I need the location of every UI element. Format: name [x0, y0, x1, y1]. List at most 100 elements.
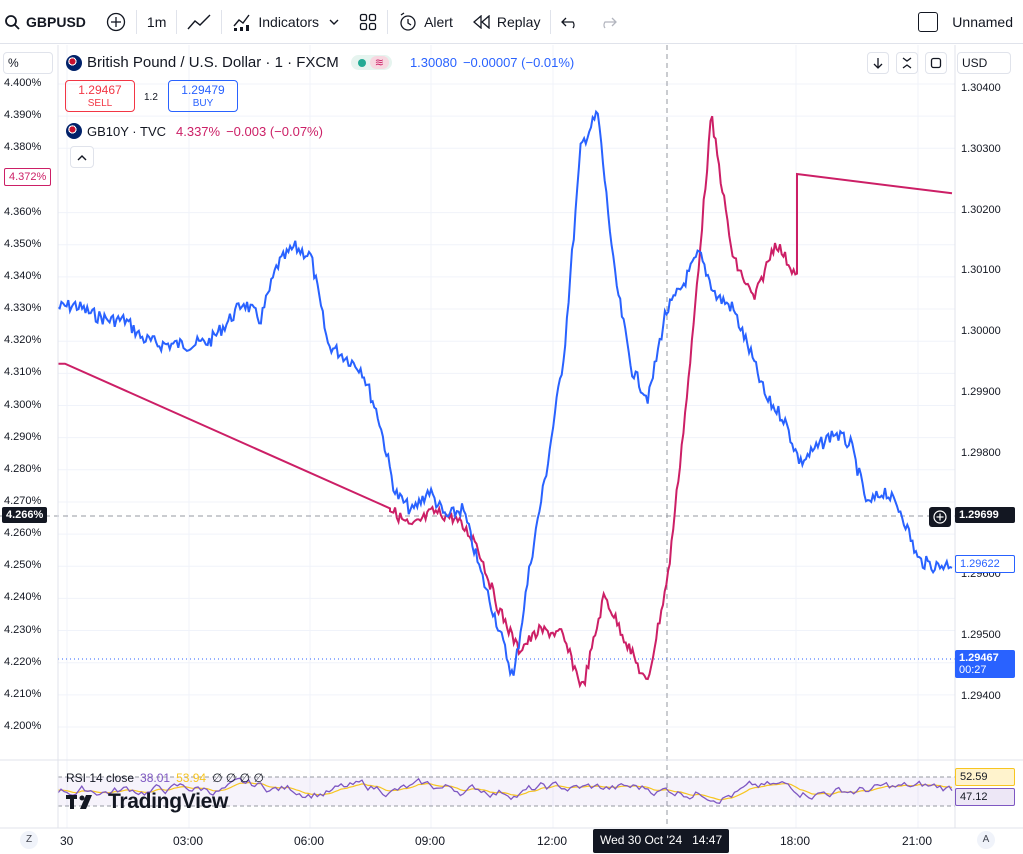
add-alert-plus-button[interactable]: [929, 507, 951, 527]
bar-countdown: 00:27: [959, 664, 987, 676]
buy-button[interactable]: 1.29479 BUY: [168, 80, 238, 112]
market-open-dot: [357, 58, 366, 67]
undo-icon: [561, 17, 576, 28]
right-axis-tick-label: 1.29400: [961, 690, 1001, 702]
left-axis-tick-label: 4.260%: [4, 527, 42, 540]
chevron-down-icon: [329, 19, 339, 25]
rsi-legend[interactable]: RSI 14 close 38.01 53.94 ∅ ∅ ∅ ∅: [66, 771, 264, 785]
replay-label: Replay: [496, 13, 541, 30]
toolbar-divider: [221, 9, 223, 34]
rsi-ma-line: [57, 781, 953, 801]
compare-series-legend[interactable]: GB10Y · TVC 4.337% −0.003 (−0.07%): [66, 123, 323, 139]
left-axis-tick-label: 4.270%: [4, 494, 42, 507]
replay-button[interactable]: Replay: [463, 0, 551, 44]
left-axis-tick-label: 4.380%: [4, 141, 42, 154]
main-series-legend[interactable]: British Pound / U.S. Dollar · 1 · FXCM ≋…: [66, 54, 574, 71]
alarm-clock-icon: [400, 11, 416, 31]
rsi-title: RSI 14 close: [66, 771, 135, 785]
indicators-button[interactable]: Indicators: [222, 0, 349, 44]
auto-scale-button[interactable]: A: [977, 831, 995, 849]
chevron-up-icon: [77, 154, 87, 160]
redo-icon: [603, 17, 618, 28]
collapse-pane-button[interactable]: [896, 52, 918, 74]
right-axis-tick-label: 1.30100: [961, 264, 1001, 277]
right-axis-tick-label: 1.29800: [961, 446, 1001, 459]
indicators-label: Indicators: [258, 13, 320, 30]
toolbar-divider: [387, 9, 389, 34]
left-axis-tick-label: 4.360%: [4, 205, 42, 218]
rsi-tag: 47.12: [955, 788, 1015, 806]
left-axis-tick-label: 4.250%: [4, 559, 42, 572]
right-axis-tick-label: 1.30000: [961, 325, 1001, 338]
time-crosshair-tag: Wed 30 Oct '24 14:47: [593, 829, 730, 853]
sell-price: 1.29467: [78, 83, 122, 97]
left-axis-tick-label: 4.300%: [4, 398, 42, 411]
maximize-icon: [930, 57, 942, 69]
last-price-tag: 1.29622: [955, 555, 1015, 573]
templates-button[interactable]: [349, 0, 387, 44]
gb-flag-icon: [66, 54, 82, 71]
left-axis-tick-label: 4.400%: [4, 77, 42, 89]
main-change: −0.00007 (−0.01%): [462, 55, 575, 70]
right-axis-tick-label: 1.29900: [961, 386, 1001, 398]
time-axis-tick-label: 30: [60, 834, 74, 848]
spread-value: 1.2: [144, 92, 158, 103]
left-axis-tick-label: 4.340%: [4, 269, 42, 282]
move-pane-down-button[interactable]: [867, 52, 889, 74]
market-status-badge[interactable]: ≋: [350, 55, 392, 70]
alert-button[interactable]: Alert: [388, 0, 463, 44]
toolbar-divider: [135, 9, 137, 34]
line-chart-icon: [187, 14, 211, 29]
buy-price: 1.29479: [181, 83, 225, 97]
toolbar-divider: [176, 9, 178, 34]
left-axis-tick-label: 4.390%: [4, 109, 42, 122]
gbpusd-series-line: [57, 109, 953, 678]
data-delay-icon: ≋: [369, 56, 389, 69]
left-axis-tick-label: 4.220%: [4, 655, 42, 668]
right-axis-tick-label: 1.30200: [961, 203, 1001, 216]
rsi-extra-values: ∅ ∅ ∅ ∅: [212, 771, 264, 785]
left-axis-tick-label: 4.330%: [4, 302, 42, 315]
right-crosshair-tag: 1.29699: [955, 507, 1015, 523]
compare-title: GB10Y · TVC: [87, 123, 166, 139]
rsi-ma-value: 53.94: [176, 771, 207, 785]
symbol-label: GBPUSD: [26, 13, 86, 30]
compare-value: 4.337%: [176, 123, 221, 139]
time-axis-tick-label: 21:00: [902, 834, 933, 848]
time-axis-tick-label: 12:00: [537, 834, 568, 848]
rsi-line: [57, 777, 953, 805]
indicators-icon: [233, 14, 250, 31]
plus-circle-icon: [933, 510, 947, 524]
chart-canvas[interactable]: [0, 45, 1023, 854]
sell-button[interactable]: 1.29467 SELL: [65, 80, 135, 112]
left-axis-tick-label: 4.200%: [4, 720, 42, 732]
undo-button[interactable]: [551, 0, 589, 44]
sell-label: SELL: [87, 98, 113, 109]
left-scale-unit: %: [8, 56, 19, 70]
left-axis-tick-label: 4.210%: [4, 687, 42, 700]
compare-add-button[interactable]: [96, 0, 136, 44]
layout-name: Unnamed: [952, 13, 1013, 30]
left-axis-tick-label: 4.240%: [4, 591, 42, 604]
layout-button[interactable]: Unnamed: [908, 0, 1023, 44]
currency-button[interactable]: USD: [957, 52, 1011, 74]
redo-button[interactable]: [589, 0, 627, 44]
search-icon: [5, 14, 20, 30]
left-axis-tick-label: 4.280%: [4, 462, 42, 475]
maximize-pane-button[interactable]: [925, 52, 947, 74]
left-scale-mode-button[interactable]: %: [3, 52, 53, 74]
arrow-down-icon: [873, 58, 883, 69]
left-axis-tick-label: 4.290%: [4, 430, 42, 443]
interval-button[interactable]: 1m: [137, 0, 176, 44]
time-zone-button[interactable]: Z: [20, 831, 38, 849]
right-axis-tick-label: 1.30300: [961, 142, 1001, 155]
rsi-value: 38.01: [140, 771, 171, 785]
compare-change: −0.003 (−0.07%): [226, 123, 323, 139]
symbol-search-button[interactable]: GBPUSD: [0, 0, 96, 44]
bid-price-tag: 1.29467 00:27: [955, 650, 1015, 678]
chart-type-button[interactable]: [177, 0, 221, 44]
chart-pane[interactable]: British Pound / U.S. Dollar · 1 · FXCM ≋…: [0, 45, 1023, 854]
collapse-legend-button[interactable]: [70, 146, 94, 168]
gb10y-series-line: [58, 115, 953, 689]
currency-label: USD: [962, 56, 988, 70]
